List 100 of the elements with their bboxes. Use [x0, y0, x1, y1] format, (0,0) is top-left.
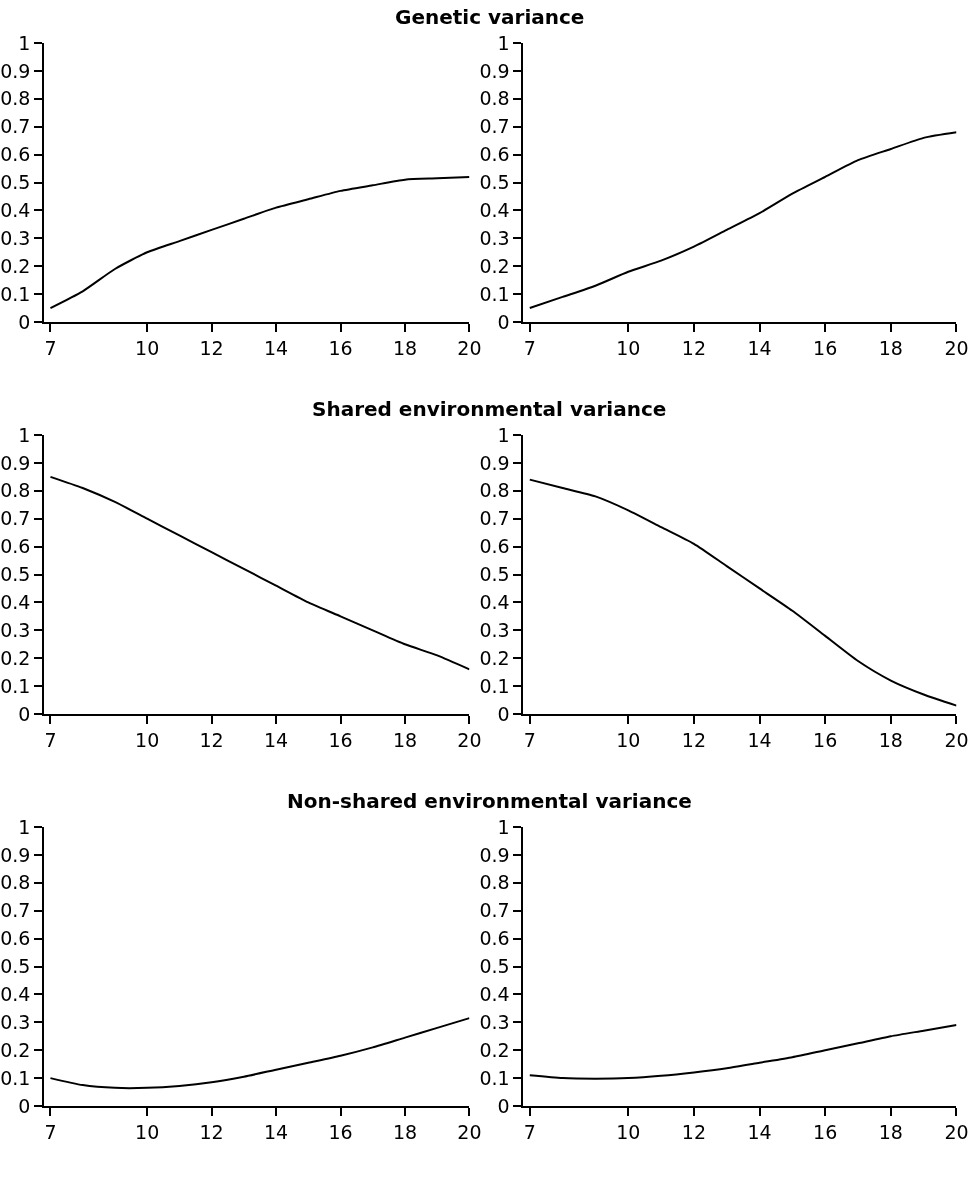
x-tick-label: 14	[263, 728, 289, 751]
y-tick-label: 0.4	[0, 199, 31, 222]
x-tick-label: 16	[813, 1120, 838, 1143]
y-tick-label: 0.3	[479, 226, 510, 249]
x-tick-label: 20	[457, 728, 482, 751]
x-tick-label: 14	[747, 1120, 772, 1143]
y-tick-label: 0.1	[479, 1066, 510, 1089]
y-tick-label: 0.9	[0, 843, 31, 866]
y-tick-label: 1	[497, 423, 510, 446]
y-tick-label: 0.5	[0, 563, 31, 586]
x-tick-label: 20	[944, 336, 969, 359]
y-tick-label: 0.6	[0, 143, 31, 166]
y-tick-label: 0.6	[479, 143, 510, 166]
x-tick-label: 12	[199, 336, 224, 359]
y-tick-label: 0.7	[0, 507, 31, 530]
y-tick-label: 0.7	[0, 899, 31, 922]
y-tick-label: 0.3	[0, 226, 31, 249]
y-tick-label: 0.9	[479, 59, 510, 82]
line-series	[528, 478, 957, 707]
y-tick-label: 0	[497, 310, 510, 333]
y-tick-label: 0.7	[479, 507, 510, 530]
y-tick-label: 0.1	[479, 674, 510, 697]
y-tick-label: 0.7	[0, 115, 31, 138]
y-tick-label: 0.2	[479, 646, 510, 669]
y-tick-label: 0.6	[479, 927, 510, 950]
y-tick-label: 0.6	[479, 535, 510, 558]
y-tick-label: 0.5	[479, 955, 510, 978]
text: Non-shared environmental variance	[287, 789, 692, 813]
y-tick-label: 0.7	[479, 899, 510, 922]
x-tick-label: 7	[44, 728, 57, 751]
y-tick-label: 0.8	[479, 479, 510, 502]
y-tick-label: 0.1	[0, 282, 31, 305]
x-tick-label: 10	[616, 728, 641, 751]
x-tick-label: 7	[44, 336, 57, 359]
x-tick-label: 20	[457, 336, 482, 359]
x-tick-label: 16	[328, 1120, 353, 1143]
x-tick-label: 18	[878, 1120, 903, 1143]
x-tick-label: 20	[944, 728, 969, 751]
x-tick-label: 18	[878, 336, 903, 359]
y-tick-label: 0.9	[0, 451, 31, 474]
y-tick-label: 0.8	[479, 871, 510, 894]
y-tick-label: 1	[497, 31, 510, 54]
y-tick-label: 0	[18, 310, 31, 333]
x-tick-label: 16	[328, 728, 353, 751]
y-tick-label: 0.4	[479, 983, 510, 1006]
y-tick-label: 0.1	[479, 282, 510, 305]
y-tick-label: 0.8	[0, 871, 31, 894]
x-tick-label: 14	[263, 1120, 289, 1143]
y-tick-label: 0.1	[0, 1066, 31, 1089]
y-tick-label: 0.3	[479, 618, 510, 641]
y-tick-label: 0.3	[0, 618, 31, 641]
y-tick-label: 0.8	[479, 87, 510, 110]
y-tick-label: 0.2	[0, 646, 31, 669]
x-tick-label: 20	[457, 1120, 482, 1143]
x-tick-label: 10	[135, 1120, 160, 1143]
y-tick-label: 0.5	[479, 563, 510, 586]
y-tick-label: 0.2	[0, 1038, 31, 1061]
x-tick-label: 7	[523, 728, 536, 751]
y-tick-label: 0.2	[479, 254, 510, 277]
y-tick-label: 0	[18, 702, 31, 725]
x-tick-label: 7	[523, 336, 536, 359]
y-tick-label: 1	[18, 815, 31, 838]
y-tick-label: 0.4	[479, 591, 510, 614]
y-tick-label: 0.2	[0, 254, 31, 277]
x-tick-label: 16	[813, 728, 838, 751]
x-tick-label: 18	[392, 1120, 418, 1143]
y-tick-label: 0.8	[0, 87, 31, 110]
text: Genetic variance	[395, 5, 585, 29]
x-tick-label: 14	[263, 336, 289, 359]
x-tick-label: 12	[199, 728, 224, 751]
line-series	[49, 175, 470, 310]
y-tick-label: 0	[497, 702, 510, 725]
y-tick-label: 0.9	[479, 451, 510, 474]
x-tick-label: 16	[328, 336, 353, 359]
x-tick-label: 12	[681, 728, 706, 751]
line-series	[49, 1017, 470, 1090]
x-tick-label: 10	[135, 336, 160, 359]
y-tick-label: 1	[18, 31, 31, 54]
y-tick-label: 0.3	[0, 1010, 31, 1033]
x-tick-label: 18	[392, 728, 418, 751]
x-tick-label: 7	[523, 1120, 536, 1143]
y-tick-label: 1	[18, 423, 31, 446]
line-series	[528, 131, 957, 310]
line-series	[528, 1024, 957, 1080]
x-tick-label: 18	[878, 728, 903, 751]
x-tick-label: 10	[616, 336, 641, 359]
x-tick-label: 10	[135, 728, 160, 751]
y-tick-label: 0.5	[479, 171, 510, 194]
y-tick-label: 0	[18, 1094, 31, 1117]
y-tick-label: 0.4	[0, 983, 31, 1006]
text: Shared environmental variance	[312, 397, 667, 421]
y-tick-label: 0.6	[0, 535, 31, 558]
y-tick-label: 0.4	[479, 199, 510, 222]
y-tick-label: 0.4	[0, 591, 31, 614]
y-tick-label: 0.9	[479, 843, 510, 866]
x-tick-label: 10	[616, 1120, 641, 1143]
y-tick-label: 1	[497, 815, 510, 838]
y-tick-label: 0.1	[0, 674, 31, 697]
x-tick-label: 20	[944, 1120, 969, 1143]
y-tick-label: 0.8	[0, 479, 31, 502]
